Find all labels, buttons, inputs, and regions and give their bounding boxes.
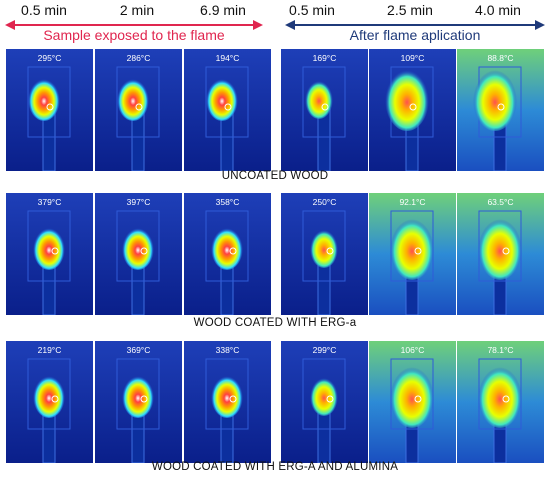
thermal-image-panel: 369°C xyxy=(95,341,182,463)
group-label-after: After flame aplication xyxy=(349,27,481,43)
time-label: 2 min xyxy=(119,2,155,18)
thermal-image-panel: 92.1°C xyxy=(369,193,456,315)
thermal-image-panel: 295°C xyxy=(6,49,93,171)
thermal-image-panel: 250°C xyxy=(281,193,368,315)
thermal-image-panel: 63.5°C xyxy=(457,193,544,315)
thermal-image-panel: 78.1°C xyxy=(457,341,544,463)
thermal-image-panel: 358°C xyxy=(184,193,271,315)
time-label: 2.5 min xyxy=(387,2,433,18)
temperature-reading: 250°C xyxy=(312,197,337,207)
temperature-reading: 295°C xyxy=(37,53,62,63)
temperature-reading: 369°C xyxy=(126,345,151,355)
thermal-image-panel: 88.8°C xyxy=(457,49,544,171)
thermal-image-panel: 219°C xyxy=(6,341,93,463)
thermal-image-panel: 397°C xyxy=(95,193,182,315)
right-double-arrow xyxy=(285,19,545,31)
thermal-image-panel: 194°C xyxy=(184,49,271,171)
row-label-erg-a-alumina: WOOD COATED WITH ERG-A AND ALUMINA xyxy=(151,461,399,473)
temperature-reading: 358°C xyxy=(215,197,240,207)
temperature-reading: 338°C xyxy=(215,345,240,355)
thermal-image-panel: 379°C xyxy=(6,193,93,315)
time-label: 6.9 min xyxy=(200,2,246,18)
temperature-reading: 379°C xyxy=(37,197,62,207)
temperature-reading: 286°C xyxy=(126,53,151,63)
temperature-reading: 88.8°C xyxy=(487,53,514,63)
thermal-image-panel: 169°C xyxy=(281,49,368,171)
temperature-reading: 169°C xyxy=(312,53,337,63)
temperature-reading: 397°C xyxy=(126,197,151,207)
thermal-image-panel: 286°C xyxy=(95,49,182,171)
temperature-reading: 194°C xyxy=(215,53,240,63)
group-label-exposed: Sample exposed to the flame xyxy=(43,27,225,43)
temperature-reading: 92.1°C xyxy=(399,197,426,207)
temperature-reading: 299°C xyxy=(312,345,337,355)
temperature-reading: 219°C xyxy=(37,345,62,355)
thermal-image-panel: 106°C xyxy=(369,341,456,463)
thermal-image-panel: 109°C xyxy=(369,49,456,171)
temperature-reading: 78.1°C xyxy=(487,345,514,355)
thermal-image-panel: 299°C xyxy=(281,341,368,463)
temperature-reading: 63.5°C xyxy=(487,197,514,207)
left-double-arrow xyxy=(5,19,263,31)
time-label: 0.5 min xyxy=(21,2,67,18)
time-label: 0.5 min xyxy=(289,2,335,18)
row-label-uncoated: UNCOATED WOOD xyxy=(221,170,329,182)
temperature-reading: 109°C xyxy=(400,53,425,63)
temperature-reading: 106°C xyxy=(400,345,425,355)
thermal-image-panel: 338°C xyxy=(184,341,271,463)
time-label: 4.0 min xyxy=(475,2,521,18)
row-label-erg-a: WOOD COATED WITH ERG-a xyxy=(193,317,357,329)
